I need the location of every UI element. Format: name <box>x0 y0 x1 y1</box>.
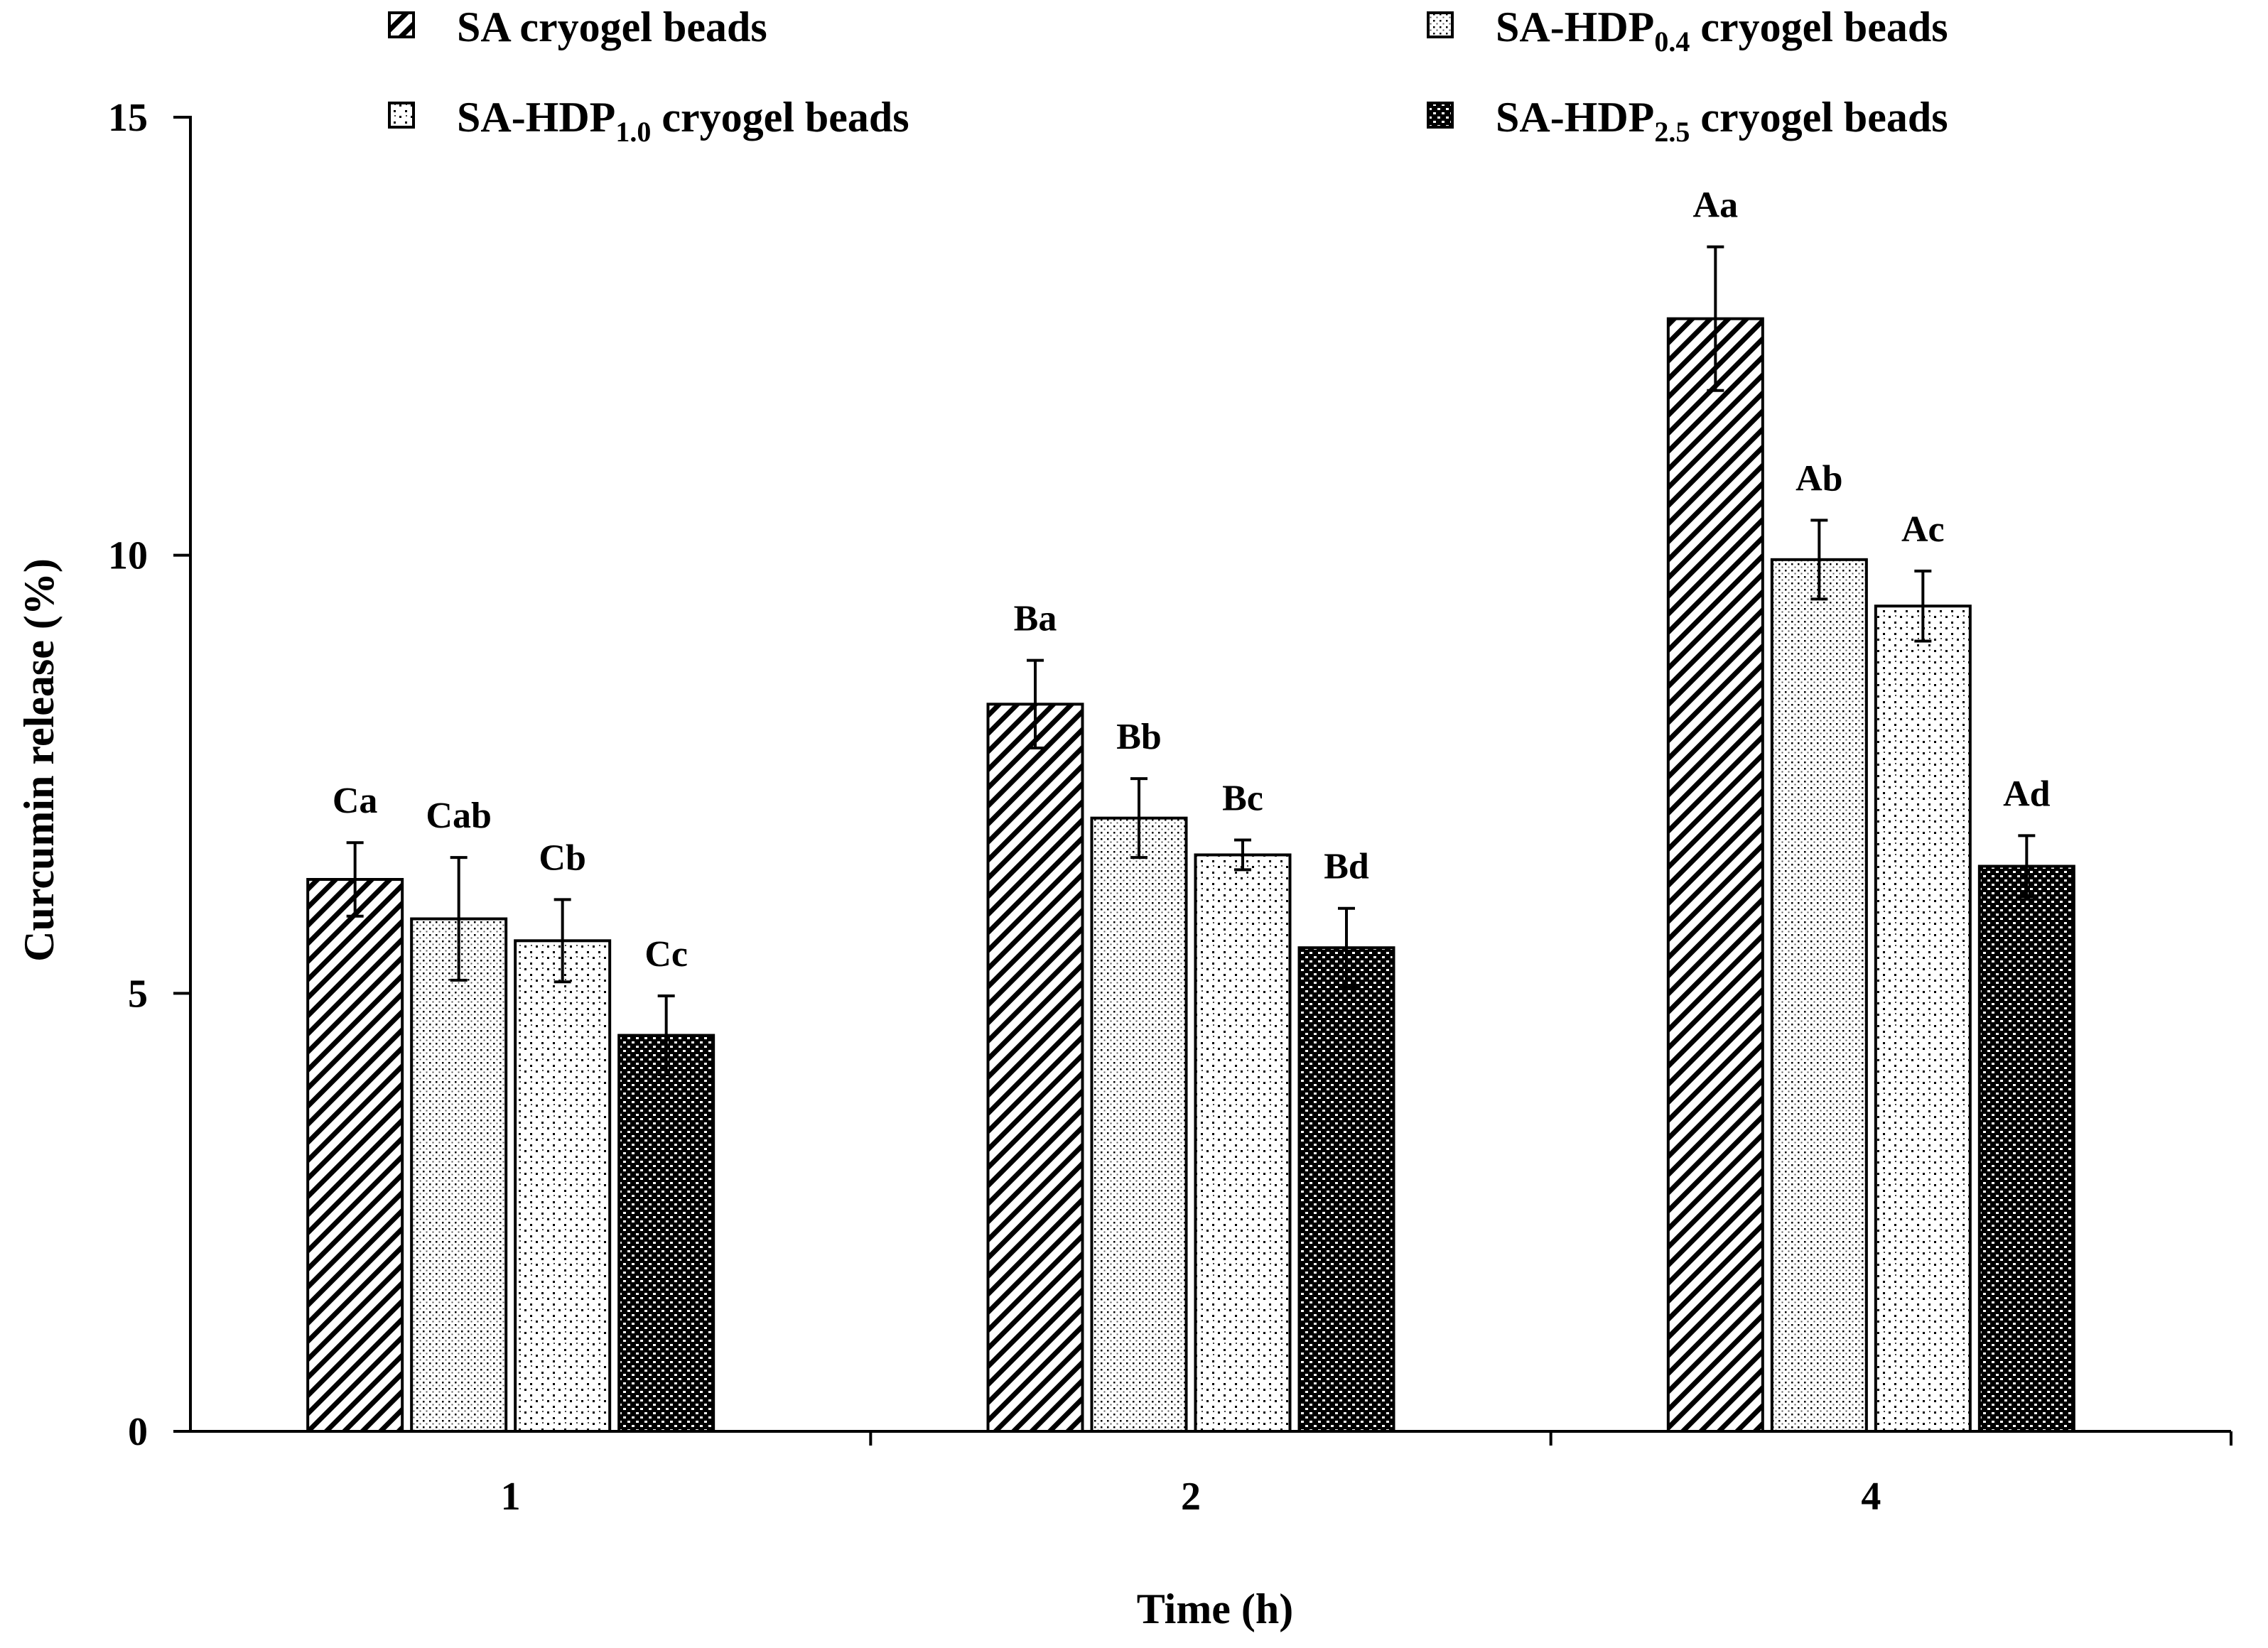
bar <box>617 1034 716 1433</box>
legend-swatch <box>1427 11 1454 38</box>
legend-label: SA-HDP2.5 cryogel beads <box>1496 94 1948 148</box>
bar <box>1977 864 2075 1433</box>
y-tick-label: 10 <box>108 534 148 578</box>
significance-letter: Cc <box>644 934 688 975</box>
significance-letter: Ad <box>2003 774 2051 814</box>
error-bars <box>346 245 2036 1077</box>
legend-label: SA-HDP0.4 cryogel beads <box>1496 4 1948 58</box>
bar <box>986 703 1084 1433</box>
significance-letters: Ca Ba Aa Cab Bb Ab Cb Bc Ac Cc Bd Ad <box>333 185 2051 975</box>
legend-item: SA-HDP0.4 cryogel beads <box>1427 4 1948 58</box>
x-tick-label: 4 <box>1861 1475 1881 1519</box>
x-tick-label: 1 <box>501 1475 521 1519</box>
bar <box>1194 853 1292 1433</box>
bar <box>1770 558 1868 1433</box>
significance-letter: Ab <box>1796 458 1842 499</box>
bars <box>306 317 2075 1433</box>
x-tick-label: 2 <box>1181 1475 1201 1519</box>
bar <box>1090 816 1188 1433</box>
significance-letter: Bc <box>1222 779 1263 819</box>
bar <box>306 878 404 1433</box>
significance-letter: Ca <box>333 781 378 821</box>
legend-item: SA-HDP1.0 cryogel beads <box>388 94 909 148</box>
legend-item: SA-HDP2.5 cryogel beads <box>1427 94 1948 148</box>
significance-letter: Bb <box>1116 717 1162 757</box>
y-tick-label: 0 <box>128 1410 148 1454</box>
y-tick-label: 5 <box>128 972 148 1016</box>
x-axis-label: Time (h) <box>1137 1585 1294 1632</box>
significance-letter: Cb <box>539 837 585 878</box>
significance-letter: Aa <box>1693 185 1739 226</box>
bar <box>1874 605 1972 1433</box>
legend-label: SA-HDP1.0 cryogel beads <box>457 94 909 148</box>
legend-label: SA cryogel beads <box>457 4 767 50</box>
y-tick-label: 15 <box>108 96 148 140</box>
bar <box>1297 946 1395 1433</box>
legend-swatch <box>388 102 415 129</box>
bar <box>514 939 612 1433</box>
significance-letter: Ba <box>1014 599 1057 639</box>
legend-swatch <box>1427 102 1454 129</box>
bar <box>1666 317 1764 1433</box>
legend-item: SA cryogel beads <box>388 4 767 50</box>
significance-letter: Bd <box>1324 847 1369 887</box>
y-axis-label: Curcumin release (%) <box>16 558 63 962</box>
bar <box>410 917 508 1433</box>
significance-letter: Ac <box>1901 509 1945 550</box>
significance-letter: Cab <box>426 796 491 836</box>
legend-swatch <box>388 11 415 38</box>
legend: SA cryogel beads SA-HDP0.4 cryogel beads S… <box>388 4 1948 148</box>
